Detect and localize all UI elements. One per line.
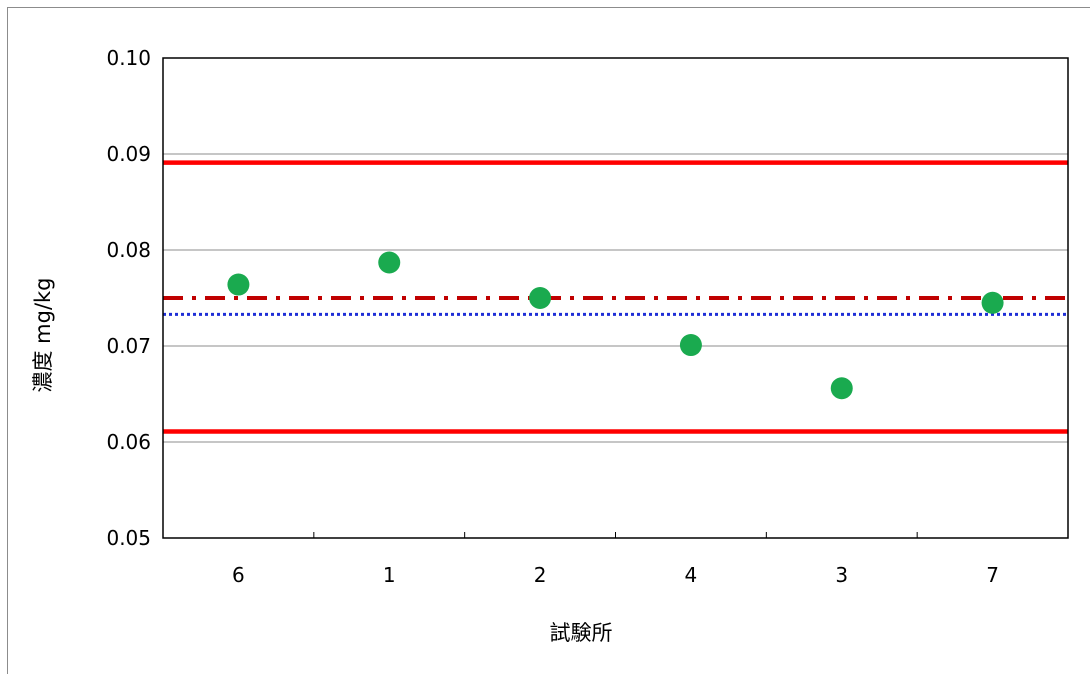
reference-lines [163,160,1068,434]
data-point [679,334,702,357]
x-tick-label: 1 [383,563,396,587]
x-tick-label: 7 [986,563,999,587]
x-axis-tick-labels: 6 1 2 4 3 7 [232,563,999,587]
x-axis-title: 試験所 [550,621,613,645]
data-point [830,377,853,400]
x-tick-label: 3 [835,563,848,587]
x-tick-label: 2 [534,563,547,587]
data-point [529,287,552,309]
data-point [981,291,1004,314]
y-axis-title: 濃度 mg/kg [31,277,55,392]
y-tick-label: 0.06 [106,430,151,454]
y-tick-label: 0.09 [106,142,151,166]
data-point [378,251,401,274]
x-tick-label: 4 [685,563,698,587]
y-axis-tick-labels: 0.05 0.06 0.07 0.08 0.09 0.10 [106,46,151,550]
chart-frame [7,7,1090,674]
y-tick-label: 0.07 [106,334,151,358]
y-tick-label: 0.10 [106,46,151,70]
y-tick-label: 0.08 [106,238,151,262]
gridlines [163,153,1068,443]
x-axis-ticks [313,532,918,538]
data-point [227,273,250,296]
data-points [227,251,1004,400]
y-tick-label: 0.05 [106,526,151,550]
x-tick-label: 6 [232,563,245,587]
